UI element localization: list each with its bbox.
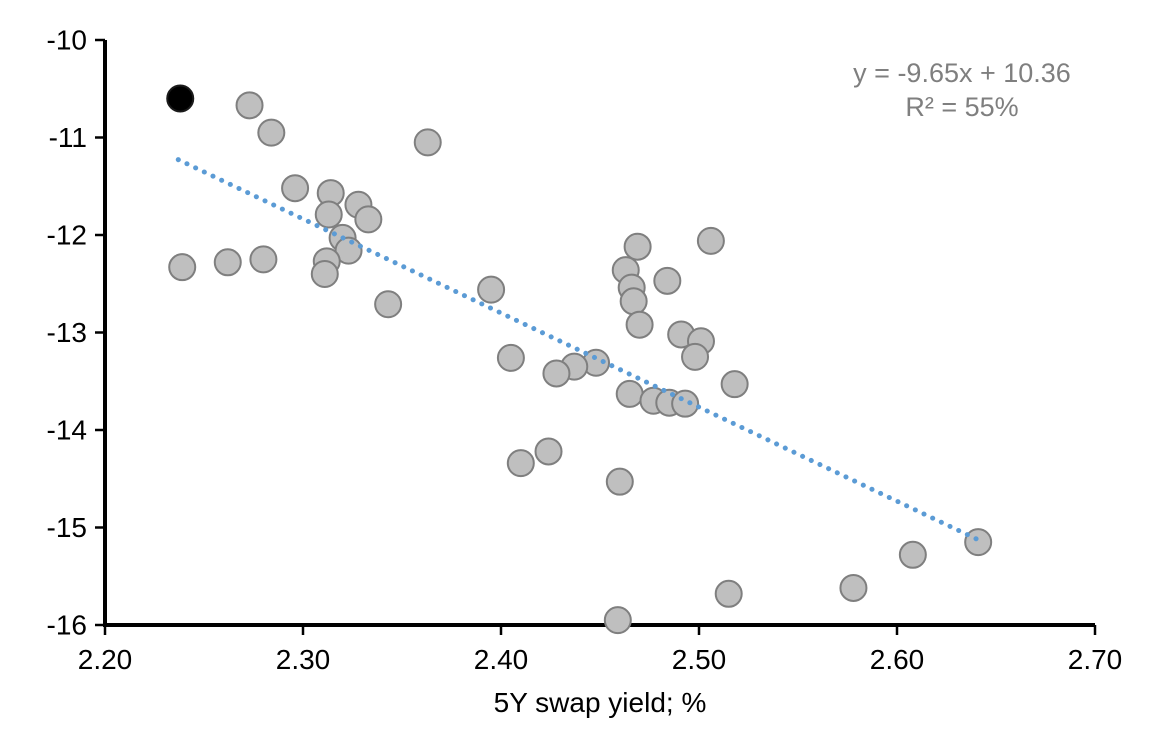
y-axis-tick-label: -12: [47, 220, 87, 251]
highlighted-scatter-point: [166, 84, 195, 113]
scatter-point: [374, 290, 403, 319]
y-axis-tick-label: -14: [47, 415, 87, 446]
y-axis-tick-label: -13: [47, 317, 87, 348]
scatter-point: [714, 579, 743, 608]
scatter-point: [477, 275, 506, 304]
scatter-point: [354, 205, 383, 234]
scatter-point: [625, 310, 654, 339]
y-axis-tick-label: -11: [49, 122, 87, 153]
scatter-point: [281, 174, 310, 203]
scatter-point: [506, 449, 535, 478]
scatter-point: [605, 467, 634, 496]
y-axis-tick-label: -16: [47, 610, 87, 641]
x-axis-tick-label: 2.70: [1068, 644, 1123, 675]
scatter-point: [257, 118, 286, 147]
scatter-point: [681, 342, 710, 371]
scatter-point: [310, 260, 339, 288]
scatter-point: [839, 573, 868, 602]
scatter-point: [249, 245, 278, 274]
scatter-point: [619, 287, 648, 316]
scatter-point: [720, 370, 749, 399]
x-axis-tick-label: 2.20: [78, 644, 133, 675]
scatter-point: [623, 232, 652, 261]
r-squared-label: R² = 55%: [905, 92, 1018, 122]
trendline-equation-label: y = -9.65x + 10.36: [853, 58, 1071, 88]
scatter-point: [898, 540, 927, 569]
scatter-point: [413, 128, 442, 157]
x-axis-tick-label: 2.40: [474, 644, 529, 675]
trendline: [175, 157, 985, 545]
scatter-point: [671, 389, 700, 418]
scatter-point: [964, 528, 993, 557]
scatter-point: [213, 248, 242, 277]
scatter-point: [314, 200, 343, 229]
x-axis-tick-label: 2.50: [672, 644, 727, 675]
scatter-point: [603, 606, 632, 635]
x-axis-title: 5Y swap yield; %: [494, 687, 707, 718]
y-axis-tick-label: -10: [47, 25, 87, 56]
plot-layer: -10 -11 -12 -13 -14 -15 -162.20 2.30 2.40 2.50 2.6…: [47, 25, 1123, 676]
y-axis-tick-label: -15: [47, 512, 87, 543]
scatter-point: [653, 266, 682, 295]
scatter-point: [696, 226, 725, 255]
scatter-point: [496, 343, 525, 372]
x-axis-tick-label: 2.60: [870, 644, 925, 675]
scatter-point: [235, 91, 264, 120]
scatter-point: [168, 253, 197, 282]
scatter-point: [615, 379, 644, 408]
x-axis-tick-label: 2.30: [276, 644, 331, 675]
scatter-point: [534, 437, 563, 466]
scatter-point: [542, 359, 571, 388]
